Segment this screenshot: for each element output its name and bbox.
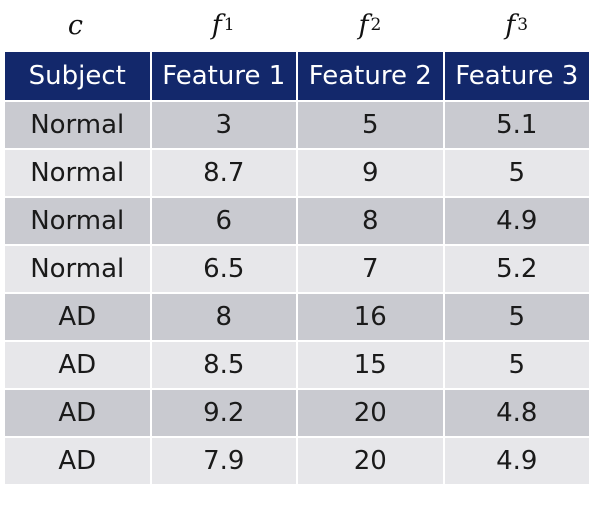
cell-subject: Normal xyxy=(3,244,152,294)
cell-feature-1: 7.9 xyxy=(149,436,298,486)
cell-feature-3: 4.8 xyxy=(442,388,591,438)
header-feature-3: Feature 3 xyxy=(442,50,591,102)
cell-feature-2: 16 xyxy=(296,292,445,342)
cell-feature-2: 8 xyxy=(296,196,445,246)
symbol-subscript: 2 xyxy=(370,15,382,35)
header-row: Subject Feature 1 Feature 2 Feature 3 xyxy=(3,50,591,102)
cell-subject: AD xyxy=(3,388,152,438)
cell-subject: AD xyxy=(3,436,152,486)
cell-feature-3: 5 xyxy=(442,340,591,390)
cell-feature-3: 4.9 xyxy=(442,196,591,246)
symbol-c: c xyxy=(3,0,150,50)
cell-feature-3: 5.2 xyxy=(442,244,591,294)
cell-subject: Normal xyxy=(3,148,152,198)
cell-feature-2: 7 xyxy=(296,244,445,294)
symbol-main: c xyxy=(67,9,83,41)
symbol-main: f xyxy=(358,9,369,41)
cell-subject: AD xyxy=(3,292,152,342)
table-row: Normal 3 5 5.1 xyxy=(3,100,591,150)
cell-feature-3: 5 xyxy=(442,292,591,342)
cell-feature-3: 4.9 xyxy=(442,436,591,486)
cell-feature-1: 8 xyxy=(149,292,298,342)
cell-feature-3: 5.1 xyxy=(442,100,591,150)
feature-table: Subject Feature 1 Feature 2 Feature 3 No… xyxy=(3,50,591,486)
cell-feature-1: 9.2 xyxy=(149,388,298,438)
cell-feature-1: 8.5 xyxy=(149,340,298,390)
cell-subject: AD xyxy=(3,340,152,390)
table-row: AD 8 16 5 xyxy=(3,292,591,342)
symbol-subscript: 1 xyxy=(223,15,235,35)
symbol-main: f xyxy=(211,9,222,41)
cell-feature-2: 20 xyxy=(296,388,445,438)
cell-feature-1: 3 xyxy=(149,100,298,150)
cell-subject: Normal xyxy=(3,196,152,246)
symbol-subscript: 3 xyxy=(517,15,529,35)
table-row: AD 8.5 15 5 xyxy=(3,340,591,390)
cell-feature-3: 5 xyxy=(442,148,591,198)
table-row: Normal 6.5 7 5.2 xyxy=(3,244,591,294)
header-feature-1: Feature 1 xyxy=(149,50,298,102)
cell-feature-1: 6 xyxy=(149,196,298,246)
cell-feature-2: 20 xyxy=(296,436,445,486)
cell-feature-2: 15 xyxy=(296,340,445,390)
cell-feature-2: 5 xyxy=(296,100,445,150)
cell-subject: Normal xyxy=(3,100,152,150)
header-feature-2: Feature 2 xyxy=(296,50,445,102)
table-row: Normal 8.7 9 5 xyxy=(3,148,591,198)
symbol-main: f xyxy=(505,9,516,41)
table-row: AD 7.9 20 4.9 xyxy=(3,436,591,486)
table-row: Normal 6 8 4.9 xyxy=(3,196,591,246)
cell-feature-1: 8.7 xyxy=(149,148,298,198)
header-subject: Subject xyxy=(3,50,152,102)
table-row: AD 9.2 20 4.8 xyxy=(3,388,591,438)
cell-feature-2: 9 xyxy=(296,148,445,198)
cell-feature-1: 6.5 xyxy=(149,244,298,294)
